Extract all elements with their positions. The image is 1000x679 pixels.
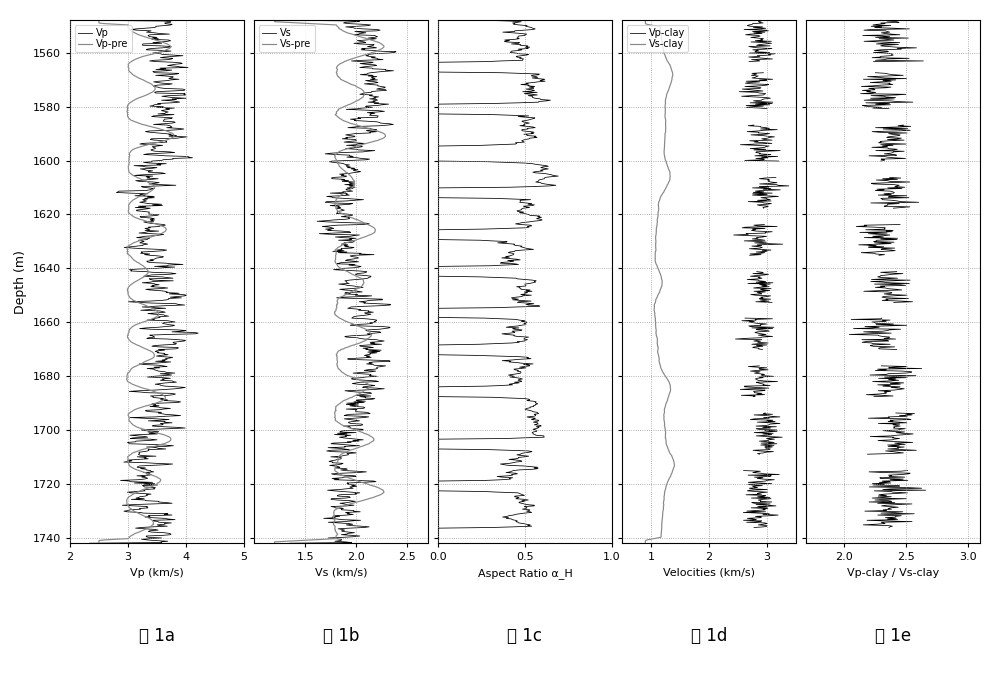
Vp-pre: [148, 350, 160, 358]
Vp-pre: [152, 48, 164, 56]
Vs-pre: [269, 16, 281, 24]
Vp-pre: [133, 466, 145, 475]
Vs-pre: [331, 350, 343, 358]
Legend: Vp, Vp-pre: Vp, Vp-pre: [75, 25, 132, 52]
Vp-pre: [93, 539, 105, 547]
Vp-clay: [761, 320, 773, 328]
Line: Vs-clay: Vs-clay: [645, 20, 674, 543]
Legend: Vs, Vs-pre: Vs, Vs-pre: [259, 25, 315, 52]
Vs: [388, 48, 400, 56]
Vp-clay: [753, 16, 765, 24]
Vs-clay: [650, 320, 662, 328]
Vs-clay: [651, 333, 663, 342]
Vp-pre: [122, 333, 134, 342]
Vs: [290, 16, 302, 24]
X-axis label: Velocities (km/s): Velocities (km/s): [663, 568, 755, 578]
Vp: [145, 466, 157, 475]
Vs: [364, 350, 376, 358]
Text: 图 1c: 图 1c: [507, 627, 542, 645]
X-axis label: Vp-clay / Vs-clay: Vp-clay / Vs-clay: [847, 568, 939, 578]
Vp: [160, 320, 172, 328]
Line: Vp-pre: Vp-pre: [99, 20, 174, 543]
Vs: [339, 466, 351, 475]
Vs: [363, 413, 375, 421]
Vs-clay: [658, 413, 670, 421]
Text: 图 1a: 图 1a: [139, 627, 175, 645]
Vs-clay: [639, 16, 651, 24]
Vs-pre: [329, 413, 341, 421]
Vs-pre: [366, 48, 378, 56]
Vs: [351, 333, 363, 342]
Y-axis label: Depth (m): Depth (m): [14, 250, 27, 314]
Vp: [151, 48, 163, 56]
X-axis label: Vs (km/s): Vs (km/s): [315, 568, 367, 578]
Line: Vs: Vs: [290, 20, 396, 543]
Vs-clay: [652, 350, 664, 358]
Vs: [284, 539, 296, 547]
Vs-pre: [269, 539, 281, 547]
Vs: [361, 320, 373, 328]
Vp: [86, 16, 98, 24]
Vs-clay: [667, 466, 679, 475]
Vp-clay: [755, 333, 767, 342]
Vp: [84, 539, 96, 547]
Vp-pre: [132, 320, 144, 328]
X-axis label: Aspect Ratio α_H: Aspect Ratio α_H: [478, 568, 572, 579]
Vs-clay: [639, 539, 651, 547]
Line: Vp-clay: Vp-clay: [734, 20, 789, 528]
Vp: [159, 350, 171, 358]
Vp: [143, 333, 155, 342]
Text: 图 1d: 图 1d: [691, 627, 727, 645]
Text: 图 1b: 图 1b: [323, 627, 359, 645]
Legend: Vp-clay, Vs-clay: Vp-clay, Vs-clay: [627, 25, 688, 52]
Vp-clay: [774, 413, 786, 421]
Vp-clay: [764, 48, 776, 56]
Vp-pre: [93, 16, 105, 24]
Vp: [149, 413, 161, 421]
Line: Vp: Vp: [90, 20, 198, 543]
Text: 图 1e: 图 1e: [875, 627, 911, 645]
Line: Vs-pre: Vs-pre: [275, 20, 386, 543]
Vs-clay: [658, 48, 670, 56]
Vs-pre: [329, 466, 341, 475]
X-axis label: Vp (km/s): Vp (km/s): [130, 568, 184, 578]
Vp-clay: [738, 466, 750, 475]
Vs-pre: [348, 320, 360, 328]
Vp-pre: [123, 413, 135, 421]
Vs-pre: [363, 333, 375, 342]
